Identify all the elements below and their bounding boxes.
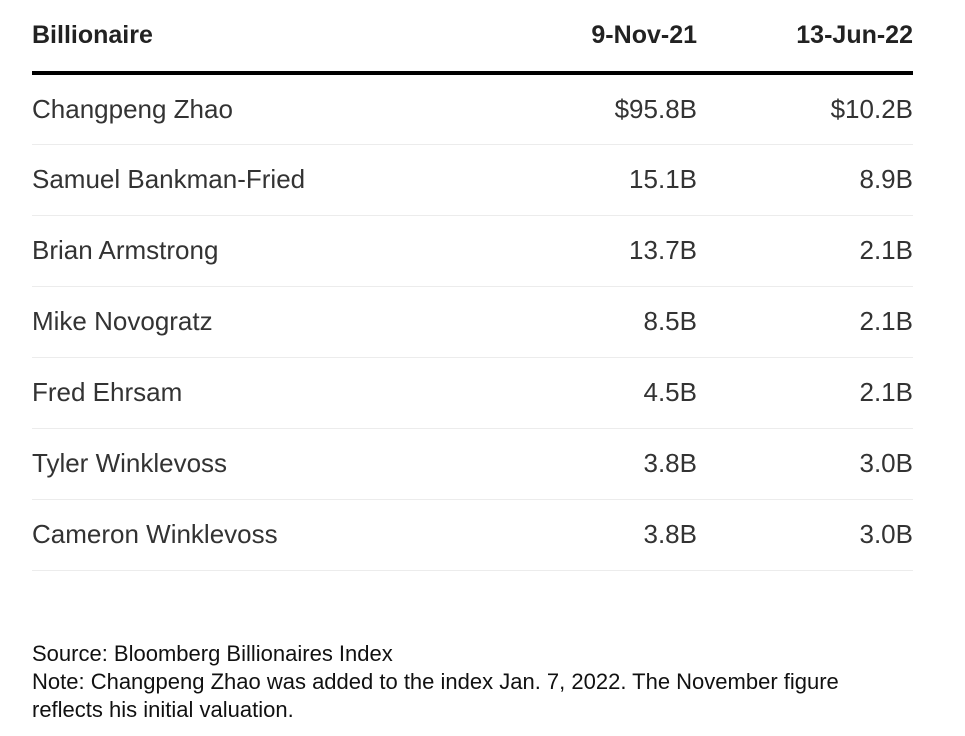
net-worth-jun-22: 2.1B: [697, 357, 913, 429]
net-worth-jun-22: 2.1B: [697, 215, 913, 287]
net-worth-nov-21: 3.8B: [517, 499, 697, 571]
table-header-row: Billionaire 9-Nov-21 13-Jun-22: [32, 0, 913, 75]
net-worth-jun-22: 2.1B: [697, 286, 913, 358]
billionaire-table: Billionaire 9-Nov-21 13-Jun-22 Changpeng…: [32, 0, 913, 571]
net-worth-jun-22: $10.2B: [697, 73, 913, 145]
net-worth-nov-21: $95.8B: [517, 73, 697, 145]
billionaire-table-container: Billionaire 9-Nov-21 13-Jun-22 Changpeng…: [32, 0, 913, 571]
billionaire-name: Changpeng Zhao: [32, 73, 517, 145]
table-row: Cameron Winklevoss 3.8B 3.0B: [32, 499, 913, 571]
column-header-jun-22: 13-Jun-22: [697, 0, 913, 75]
column-header-billionaire: Billionaire: [32, 0, 517, 75]
table-row: Fred Ehrsam 4.5B 2.1B: [32, 357, 913, 429]
billionaire-name: Mike Novogratz: [32, 286, 517, 358]
net-worth-nov-21: 3.8B: [517, 428, 697, 500]
net-worth-jun-22: 3.0B: [697, 499, 913, 571]
net-worth-nov-21: 8.5B: [517, 286, 697, 358]
net-worth-nov-21: 15.1B: [517, 144, 697, 216]
table-row: Changpeng Zhao $95.8B $10.2B: [32, 73, 913, 145]
table-row: Brian Armstrong 13.7B 2.1B: [32, 215, 913, 287]
table-row: Tyler Winklevoss 3.8B 3.0B: [32, 428, 913, 500]
net-worth-nov-21: 13.7B: [517, 215, 697, 287]
net-worth-nov-21: 4.5B: [517, 357, 697, 429]
billionaire-name: Fred Ehrsam: [32, 357, 517, 429]
billionaire-name: Cameron Winklevoss: [32, 499, 517, 571]
footnotes: Source: Bloomberg Billionaires Index Not…: [32, 640, 912, 724]
table-row: Samuel Bankman-Fried 15.1B 8.9B: [32, 144, 913, 216]
table-row: Mike Novogratz 8.5B 2.1B: [32, 286, 913, 358]
net-worth-jun-22: 3.0B: [697, 428, 913, 500]
billionaire-name: Brian Armstrong: [32, 215, 517, 287]
column-header-nov-21: 9-Nov-21: [517, 0, 697, 75]
source-note: Source: Bloomberg Billionaires Index: [32, 641, 393, 666]
valuation-note: Note: Changpeng Zhao was added to the in…: [32, 669, 839, 722]
billionaire-name: Samuel Bankman-Fried: [32, 144, 517, 216]
net-worth-jun-22: 8.9B: [697, 144, 913, 216]
billionaire-name: Tyler Winklevoss: [32, 428, 517, 500]
